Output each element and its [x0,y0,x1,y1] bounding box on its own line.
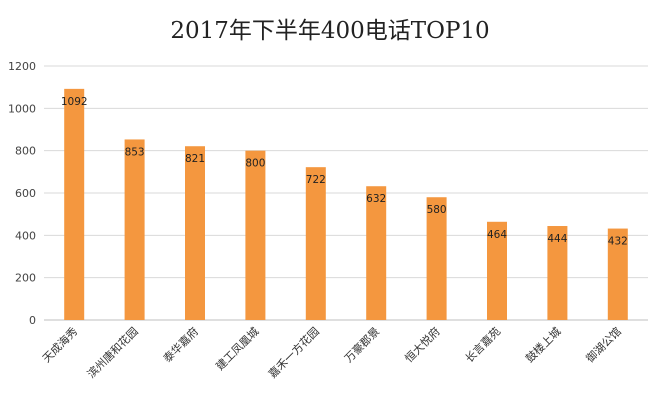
y-tick-label: 600 [15,187,36,200]
bar [245,150,266,320]
chart-title: 2017年下半年400电话TOP10 [170,18,489,44]
y-tick-label: 1200 [8,60,36,73]
bar [64,88,85,320]
bar [607,228,628,320]
y-tick-label: 0 [29,314,36,327]
y-axis-tick-labels: 0 200 400 600 800 1000 1200 [8,60,36,327]
bar [547,226,568,320]
bars [64,88,628,320]
category-label: 嘉禾一方花园 [265,324,322,381]
category-label: 鼓楼上城 [523,324,564,365]
data-label: 800 [245,158,265,170]
bar [124,139,145,320]
y-tick-label: 400 [15,229,36,242]
bar [185,146,205,320]
data-labels: 1092 853 821 800 722 632 580 464 444 432 [61,96,628,248]
bar [487,221,507,320]
data-label: 580 [427,204,447,216]
data-label: 853 [125,146,145,158]
data-label: 464 [487,229,507,241]
category-label: 天成海秀 [39,324,80,365]
data-label: 722 [306,174,326,186]
data-label: 632 [366,193,386,205]
category-label: 泰华嘉府 [160,324,201,365]
data-label: 432 [608,236,628,248]
category-label: 建工凤凰城 [213,324,262,373]
category-label: 御湖公馆 [583,324,624,365]
data-label: 821 [185,153,205,165]
bar [305,167,326,320]
y-tick-label: 1000 [8,102,36,115]
data-label: 1092 [61,96,88,108]
bar [426,197,447,320]
y-tick-label: 800 [15,145,36,158]
y-tick-label: 200 [15,272,36,285]
bar [366,186,387,320]
x-axis-category-labels: 天成海秀 滨州唐和花园 泰华嘉府 建工凤凰城 嘉禾一方花园 万豪郡景 恒大悦府 长言嘉苑 鼓楼上… [39,324,624,381]
gridlines [44,65,648,279]
category-label: 恒大悦府 [402,324,443,365]
category-label: 滨州唐和花园 [84,324,141,381]
data-label: 444 [547,233,567,245]
category-label: 万豪郡景 [341,324,382,365]
category-label: 长言嘉苑 [462,324,503,365]
